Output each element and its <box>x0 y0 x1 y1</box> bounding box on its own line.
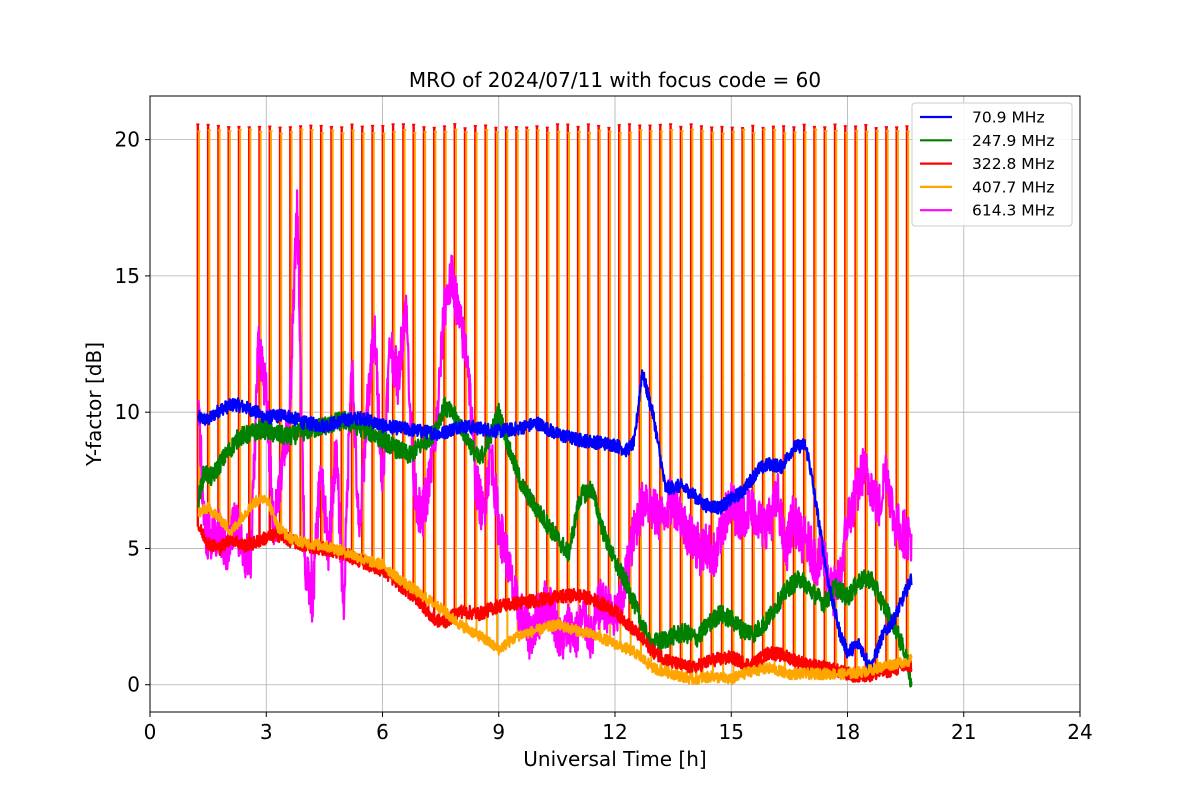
legend-box <box>911 102 1073 227</box>
x-tick-label: 3 <box>260 720 273 744</box>
x-axis-label: Universal Time [h] <box>523 747 706 771</box>
x-tick-label: 9 <box>492 720 505 744</box>
series-line <box>197 493 913 686</box>
legend-entry: 322.8 MHz <box>972 155 1054 173</box>
series-line <box>197 369 913 674</box>
x-tick-label: 15 <box>719 720 744 744</box>
legend-entry: 614.3 MHz <box>972 202 1054 220</box>
x-tick-label: 0 <box>144 720 157 744</box>
x-tick-label: 18 <box>835 720 860 744</box>
legend-entry: 407.7 MHz <box>972 178 1054 196</box>
calibration-spikes <box>196 123 910 680</box>
y-axis-label: Y-factor [dB] <box>82 342 106 467</box>
x-tick-label: 12 <box>602 720 627 744</box>
legend-entry: 247.9 MHz <box>972 132 1054 150</box>
series-lines <box>197 189 913 688</box>
y-tick-label: 0 <box>127 673 140 697</box>
axis-ticks: 0 3 6 9 12 15 18 21 24 0 5 10 15 20 <box>115 128 1093 744</box>
legend-entry: 70.9 MHz <box>972 109 1045 127</box>
y-tick-label: 20 <box>115 128 140 152</box>
y-tick-label: 5 <box>127 536 140 560</box>
series-line <box>197 189 913 660</box>
series-line <box>197 396 913 688</box>
y-tick-label: 10 <box>115 400 140 424</box>
legend: 70.9 MHz 247.9 MHz 322.8 MHz 407.7 MHz 614.3… <box>911 102 1073 227</box>
x-tick-label: 24 <box>1067 720 1092 744</box>
y-tick-label: 15 <box>115 264 140 288</box>
x-tick-label: 6 <box>376 720 389 744</box>
x-tick-label: 21 <box>951 720 976 744</box>
chart-title: MRO of 2024/07/11 with focus code = 60 <box>409 68 821 92</box>
